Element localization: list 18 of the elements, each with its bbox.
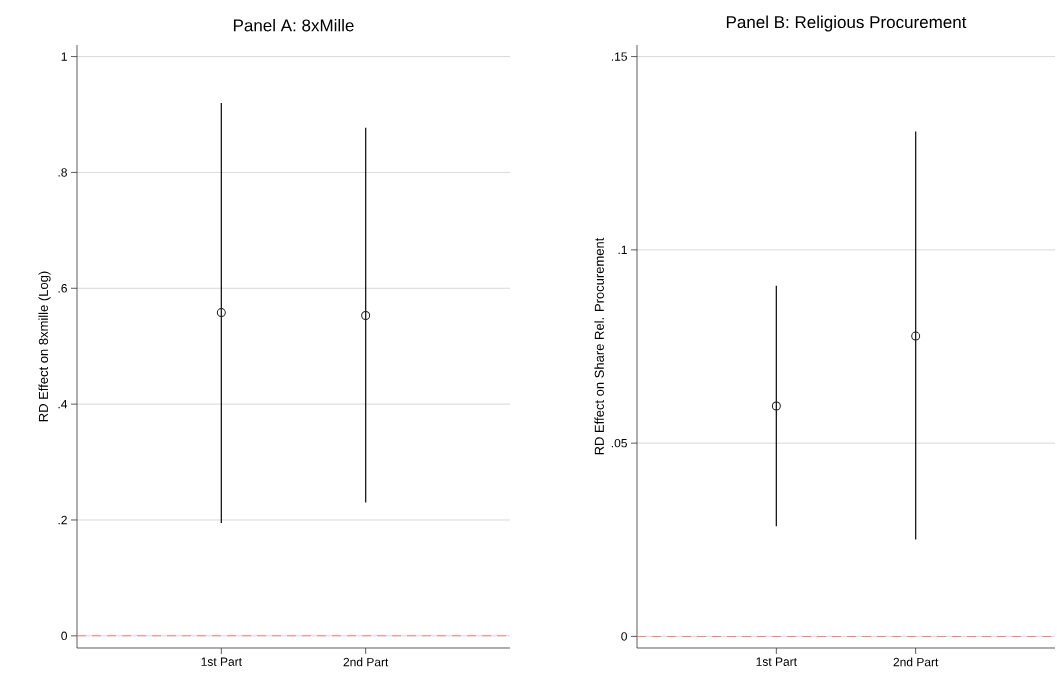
chart-title: Panel B: Religious Procurement	[726, 15, 967, 32]
y-tick-label: 0	[61, 631, 68, 641]
y-tick-label: 0	[621, 632, 628, 641]
x-tick-label: 1st Part	[756, 657, 797, 666]
y-axis-title: RD Effect on 8xmille (Log)	[38, 271, 51, 422]
x-tick-label: 2nd Part	[893, 657, 939, 667]
y-axis-title: RD Effect on Share Rel. Procurement	[594, 237, 604, 455]
x-tick-label: 1st Part	[201, 657, 242, 666]
chart-title: Panel A: 8xMille	[233, 18, 354, 32]
y-tick-label: .4	[58, 400, 68, 409]
x-tick-label: 2nd Part	[343, 657, 389, 667]
y-tick-label: .1	[618, 245, 627, 254]
y-tick-label: .6	[58, 284, 67, 293]
y-tick-label: .2	[58, 515, 67, 525]
y-tick-label: .8	[58, 168, 67, 177]
y-tick-label: .05	[611, 438, 627, 448]
y-tick-label: 1	[61, 52, 67, 61]
y-tick-label: .15	[611, 52, 627, 61]
